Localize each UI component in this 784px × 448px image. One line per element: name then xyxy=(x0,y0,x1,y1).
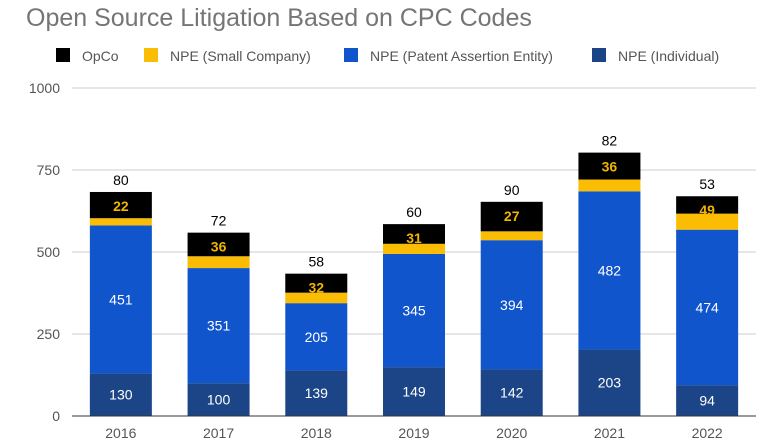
chart-data-labels: 130 451 22 80 100 351 36 72 139 205 32 58 149 345 31 60… xyxy=(109,133,719,409)
bar-2020-npe-patent-assertion-entity xyxy=(480,240,543,370)
data-label-2016-npe-individual: 130 xyxy=(109,387,133,403)
chart-title: Open Source Litigation Based on CPC Code… xyxy=(26,4,532,32)
data-label-2017-npe-individual: 100 xyxy=(207,392,231,408)
bar-2022-npe-small-company xyxy=(676,213,739,230)
bar-2018-opco xyxy=(285,273,348,293)
bar-2022-npe-individual xyxy=(676,385,739,416)
bar-2018-npe-individual xyxy=(285,370,348,416)
bar-2019-npe-patent-assertion-entity xyxy=(383,253,445,368)
x-tick-label-2020: 2020 xyxy=(496,425,527,441)
x-tick-label-2018: 2018 xyxy=(301,425,332,441)
x-tick-label-2021: 2021 xyxy=(594,425,625,441)
bar-2016-npe-individual xyxy=(89,373,152,416)
legend-label-npe-small-company: NPE (Small Company) xyxy=(170,48,311,64)
bar-2016-npe-patent-assertion-entity xyxy=(89,225,152,374)
data-label-2017-npe-small-company: 36 xyxy=(211,239,227,255)
data-label-2016-npe-patent-assertion-entity: 451 xyxy=(109,291,133,307)
bar-2021-opco xyxy=(578,152,641,180)
bar-2018-npe-patent-assertion-entity xyxy=(285,303,348,371)
x-tick-label-2022: 2022 xyxy=(692,425,723,441)
legend-swatch-npe-patent-assertion-entity xyxy=(344,48,358,62)
bar-2016-npe-small-company xyxy=(89,218,152,226)
bar-2017-opco xyxy=(187,232,250,257)
bar-2017-npe-patent-assertion-entity xyxy=(187,268,250,384)
data-label-2019-npe-patent-assertion-entity: 345 xyxy=(402,303,426,319)
data-label-2017-opco: 72 xyxy=(211,213,227,229)
data-label-2021-npe-individual: 203 xyxy=(598,375,622,391)
data-label-2020-npe-patent-assertion-entity: 394 xyxy=(500,297,524,313)
y-tick-label-1000: 1000 xyxy=(29,80,60,96)
data-label-2019-npe-individual: 149 xyxy=(402,384,426,400)
legend-label-opco: OpCo xyxy=(82,48,119,64)
data-label-2021-npe-patent-assertion-entity: 482 xyxy=(598,262,622,278)
data-label-2016-opco: 80 xyxy=(113,172,129,188)
data-label-2018-npe-small-company: 32 xyxy=(308,280,324,296)
y-tick-label-250: 250 xyxy=(37,326,61,342)
legend-swatch-npe-individual xyxy=(592,48,606,62)
data-label-2020-opco: 90 xyxy=(504,182,520,198)
bar-2021-npe-patent-assertion-entity xyxy=(578,191,641,350)
data-label-2020-npe-individual: 142 xyxy=(500,385,524,401)
legend-label-npe-patent-assertion-entity: NPE (Patent Assertion Entity) xyxy=(370,48,553,64)
data-label-2016-npe-small-company: 22 xyxy=(113,198,129,214)
legend-label-npe-individual: NPE (Individual) xyxy=(618,48,719,64)
data-label-2022-npe-small-company: 49 xyxy=(699,202,715,218)
x-tick-label-2019: 2019 xyxy=(398,425,429,441)
chart-axes: 0 250 500 750 1000 2016 2017 2018 2019 2020 2021 20… xyxy=(29,80,756,441)
data-label-2022-npe-individual: 94 xyxy=(699,393,715,409)
bar-2016-opco xyxy=(89,191,152,219)
bar-2017-npe-individual xyxy=(187,383,250,416)
bar-2022-npe-patent-assertion-entity xyxy=(676,229,739,386)
x-tick-label-2017: 2017 xyxy=(203,425,234,441)
y-tick-label-500: 500 xyxy=(37,244,61,260)
y-tick-label-750: 750 xyxy=(37,162,61,178)
bar-2020-npe-individual xyxy=(480,369,543,416)
data-label-2018-opco: 58 xyxy=(308,254,324,270)
bar-2020-npe-small-company xyxy=(480,231,543,241)
bar-2018-npe-small-company xyxy=(285,292,348,304)
chart-legend: OpCo NPE (Small Company) NPE (Patent Asser… xyxy=(56,48,719,64)
data-label-2018-npe-individual: 139 xyxy=(305,385,329,401)
data-label-2019-npe-small-company: 31 xyxy=(406,230,422,246)
bar-2021-npe-individual xyxy=(578,349,641,416)
legend-swatch-opco xyxy=(56,48,70,62)
data-label-2021-npe-small-company: 36 xyxy=(602,159,618,175)
bar-2019-opco xyxy=(383,224,445,244)
data-label-2021-opco: 82 xyxy=(602,133,618,149)
bar-2021-npe-small-company xyxy=(578,179,641,192)
x-tick-label-2016: 2016 xyxy=(105,425,136,441)
legend-swatch-npe-small-company xyxy=(144,48,158,62)
bar-2022-opco xyxy=(676,196,739,214)
bar-2019-npe-individual xyxy=(383,367,445,416)
data-label-2022-opco: 53 xyxy=(699,176,715,192)
data-label-2017-npe-patent-assertion-entity: 351 xyxy=(207,318,231,334)
data-label-2019-opco: 60 xyxy=(406,204,422,220)
chart-bars xyxy=(89,152,739,416)
data-label-2020-npe-small-company: 27 xyxy=(504,208,520,224)
data-label-2018-npe-patent-assertion-entity: 205 xyxy=(305,329,329,345)
bar-2017-npe-small-company xyxy=(187,256,250,269)
data-label-2022-npe-patent-assertion-entity: 474 xyxy=(695,299,719,315)
y-tick-label-0: 0 xyxy=(52,408,60,424)
bar-2019-npe-small-company xyxy=(383,243,445,254)
bar-2020-opco xyxy=(480,201,543,232)
